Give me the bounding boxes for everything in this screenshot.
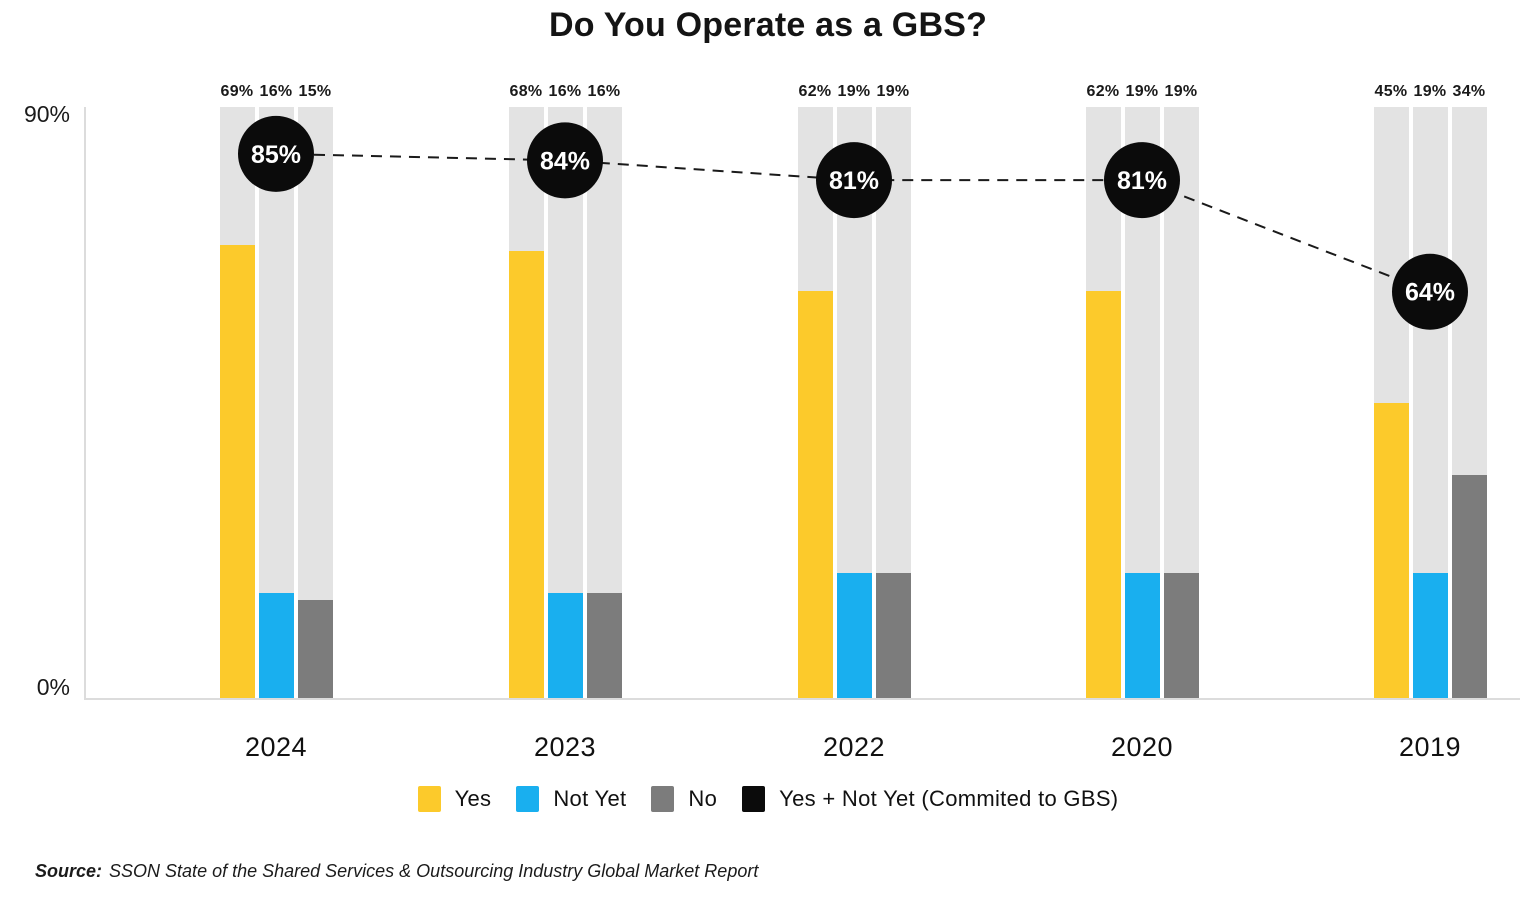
bar-track: 69% [219,83,255,698]
bar-group-2024: 69% 16% 15% [219,83,333,698]
bar-yes [508,251,544,698]
bar-track: 62% [797,83,833,698]
legend-item-yes: Yes [417,786,492,812]
legend-item-not-yet: Not Yet [516,786,626,812]
bar-yes [1085,290,1121,698]
bar-yes [1373,402,1409,698]
bar-value-label: 16% [259,83,293,100]
chart-title: Do You Operate as a GBS? [548,6,988,44]
legend-label-no: No [688,786,718,811]
legend-swatch-not-yet [516,786,540,812]
bar-no [586,592,622,698]
bar-no [297,599,333,698]
legend-label-not-yet: Not Yet [553,786,627,811]
y-axis-line [84,107,86,698]
bar-not-yet [836,573,872,698]
bar-track: 16% [586,83,622,698]
bar-track: 45% [1373,83,1409,698]
legend-swatch-yes [417,786,441,812]
trend-point-label: 84% [540,147,590,175]
source-label: Source: [35,861,103,881]
bar-value-label: 19% [837,83,871,100]
bar-value-label: 19% [1164,83,1198,100]
bar-value-label: 16% [548,83,582,100]
trend-point [527,122,603,199]
source-line: Source: SSON State of the Shared Services… [35,861,758,882]
trend-point [1104,142,1180,219]
trend-overlay: 85% 84% 81% 81% 64% [238,115,1468,330]
x-axis-label-2024: 2024 [244,732,308,762]
bar-not-yet [547,592,583,698]
trend-point [238,115,314,192]
y-axis-tick-90: 90% [23,101,70,127]
bar-no [1451,474,1487,698]
bar-value-label: 45% [1374,83,1408,100]
bar-track: 15% [297,83,333,698]
bar-no [875,573,911,698]
bar-yes [219,244,255,698]
trend-point-label: 64% [1405,279,1455,307]
bar-group-2019: 45% 19% 34% [1373,83,1487,698]
legend-label-yes: Yes [454,786,492,811]
trend-point [816,142,892,219]
x-axis-line [84,698,1520,700]
bar-track: 16% [258,83,294,698]
legend-item-committed: Yes + Not Yet (Commited to GBS) [742,786,1118,812]
bar-value-label: 34% [1452,83,1486,100]
x-axis-label-2023: 2023 [533,732,597,762]
legend-item-no: No [651,786,717,812]
plot-area: 69% 16% 15% 68% 16% 16% 62% 19% 19% 62% 19% 19% 45% 1… [84,83,1520,762]
bar-value-label: 15% [298,83,332,100]
bar-value-label: 16% [587,83,621,100]
bar-no [1163,573,1199,698]
bar-track: 16% [547,83,583,698]
bar-value-label: 62% [1086,83,1120,100]
bar-not-yet [258,592,294,698]
bar-value-label: 19% [876,83,910,100]
source-text: SSON State of the Shared Services & Outs… [109,861,759,881]
bar-value-label: 69% [220,83,254,100]
legend-label-committed: Yes + Not Yet (Commited to GBS) [779,786,1119,811]
x-axis-label-2022: 2022 [822,732,886,762]
legend-swatch-no [651,786,675,812]
x-axis-label-2020: 2020 [1110,732,1174,762]
trend-point [1392,253,1468,330]
bar-value-label: 19% [1125,83,1159,100]
trend-point-label: 81% [1117,167,1167,195]
trend-point-label: 81% [829,167,879,195]
legend: Yes Not Yet No Yes + Not Yet (Commited t… [0,786,1536,812]
bar-value-label: 62% [798,83,832,100]
bar-group-2023: 68% 16% 16% [508,83,622,698]
trend-point-label: 85% [251,141,301,169]
bar-not-yet [1124,573,1160,698]
bar-value-label: 68% [509,83,543,100]
bar-yes [797,290,833,698]
bar-track: 19% [1412,83,1448,698]
bar-value-label: 19% [1413,83,1447,100]
x-axis-label-2019: 2019 [1398,732,1462,762]
bar-not-yet [1412,573,1448,698]
bar-track: 68% [508,83,544,698]
legend-swatch-committed [742,786,766,812]
y-axis-tick-0: 0% [36,674,70,700]
bar-track: 34% [1451,83,1487,698]
